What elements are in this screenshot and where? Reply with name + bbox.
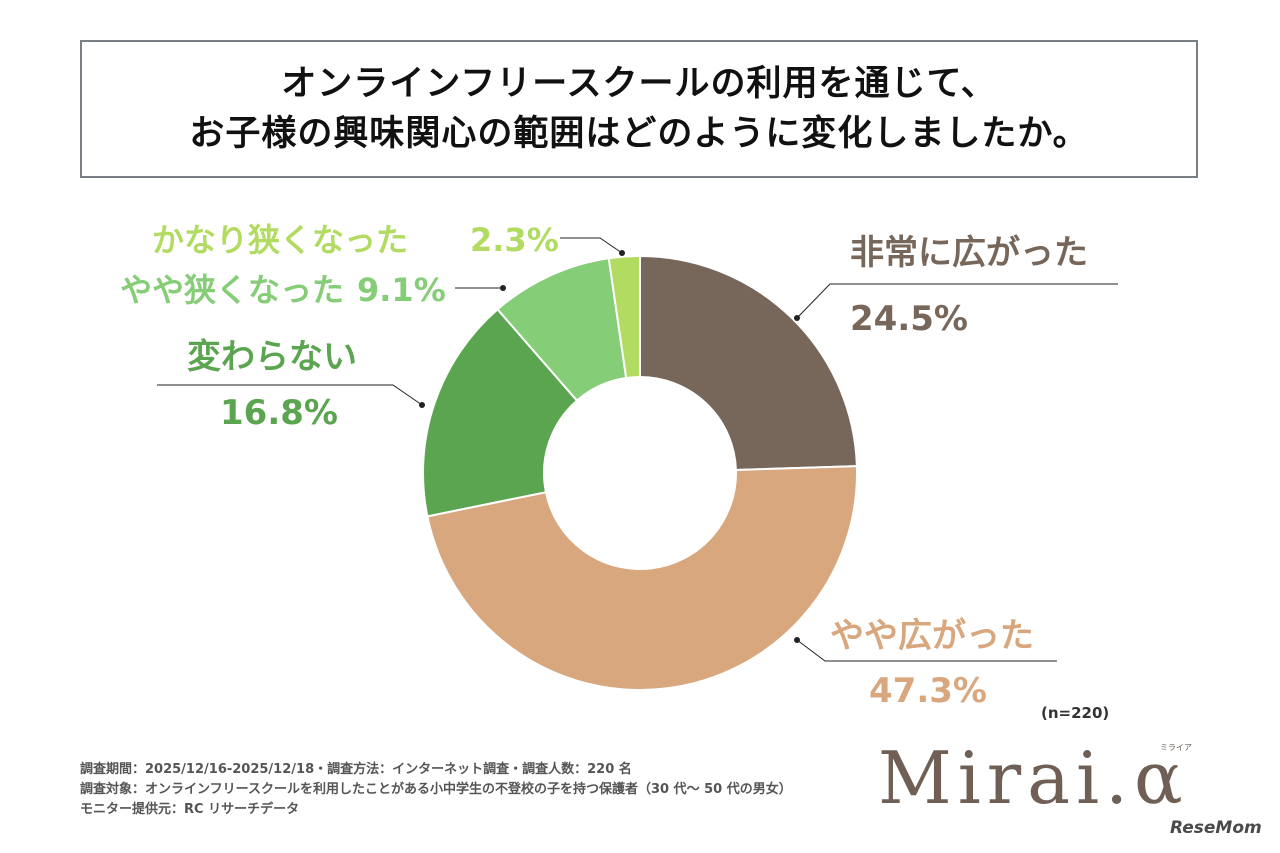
leader-dot-somewhat-narrow (500, 285, 506, 291)
leader-line-very-narrow (560, 237, 623, 254)
value-very-wide: 24.5% (850, 299, 968, 339)
value-somewhat-wide: 47.3% (869, 671, 987, 711)
slice-no-change (422, 307, 579, 518)
leader-dot-no-change (419, 402, 425, 408)
watermark-logo: ReseMom (1170, 818, 1262, 838)
footer-line-provider: モニター提供元：RC リサーチデータ (80, 802, 300, 817)
label-no-change: 変わらない (187, 337, 357, 377)
chart-title-line-1: オンラインフリースクールの利用を通じて、 (281, 64, 997, 104)
leader-dot-somewhat-wide (794, 637, 800, 643)
survey-footer: 調査期間：2025/12/16-2025/12/18・調査方法：インターネット調… (80, 760, 792, 820)
label-very-wide: 非常に広がった (850, 233, 1088, 273)
leader-dot-very-wide (794, 315, 800, 321)
leader-line-very-wide (796, 283, 1118, 319)
leader-line-somewhat-wide (796, 639, 1057, 662)
chart-title-line-2: お子様の興味関心の範囲はどのように変化しましたか。 (189, 114, 1089, 154)
label-somewhat-wide: やや広がった (830, 616, 1034, 656)
value-no-change: 16.8% (220, 393, 338, 433)
brand-logo-reading: ミライア (1160, 743, 1192, 752)
leader-line-no-change (157, 384, 423, 406)
slice-somewhat-wide (426, 465, 858, 691)
title-box: オンラインフリースクールの利用を通じて、 お子様の興味関心の範囲はどのように変化… (80, 40, 1198, 178)
brand-logo: Mirai.α (878, 736, 1189, 820)
label-somewhat-narrow: やや狭くなった (120, 271, 344, 309)
leader-dot-very-narrow (619, 250, 625, 256)
footer-line-target: 調査対象：オンラインフリースクールを利用したことがある小中学生の不登校の子を持つ… (80, 782, 792, 797)
label-very-narrow: かなり狭くなった (152, 221, 408, 259)
footer-line-period: 調査期間：2025/12/16-2025/12/18・調査方法：インターネット調… (80, 762, 632, 777)
sample-size-note: (n=220) (1041, 704, 1110, 722)
value-very-narrow: 2.3% (470, 221, 559, 259)
slice-very-wide (639, 254, 858, 472)
value-somewhat-narrow: 9.1% (357, 271, 446, 309)
donut-slices (422, 254, 858, 691)
slice-very-narrow (607, 254, 641, 380)
